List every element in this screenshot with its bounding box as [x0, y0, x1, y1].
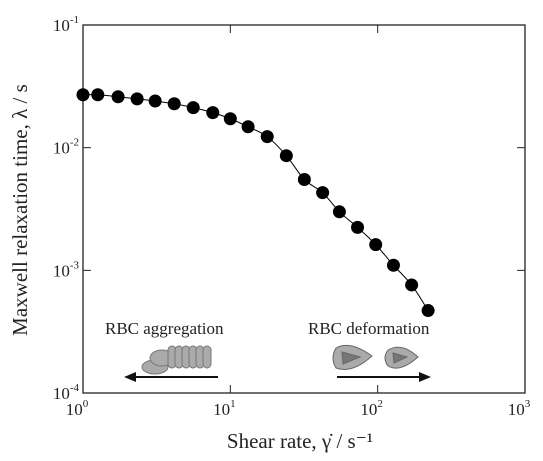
y-tick-label-base: 10 — [53, 139, 70, 158]
data-point — [260, 130, 274, 144]
deformation-icon — [332, 344, 419, 370]
data-point — [148, 94, 162, 108]
y-tick-label: 10-4 — [53, 382, 80, 403]
y-tick-label-base: 10 — [53, 261, 70, 280]
y-tick-label-base: 10 — [53, 16, 70, 35]
data-point — [223, 112, 237, 126]
x-tick-label-base: 10 — [213, 400, 230, 419]
y-tick-label-exp: -2 — [70, 137, 79, 149]
x-tick-label: 100 — [66, 398, 89, 419]
data-point — [130, 92, 144, 106]
arrows — [124, 372, 431, 382]
data-point — [316, 186, 330, 200]
y-tick-label: 10-3 — [53, 259, 80, 280]
series-line — [82, 94, 429, 311]
x-tick-label-exp: 2 — [377, 398, 383, 410]
data-point — [369, 238, 383, 252]
x-tick-label-base: 10 — [360, 400, 377, 419]
y-tick-label-exp: -3 — [70, 259, 80, 271]
x-tick-label: 101 — [213, 398, 236, 419]
aggregation-icon — [141, 345, 212, 375]
data-point — [279, 149, 293, 163]
data-point — [405, 278, 419, 292]
data-point — [186, 101, 200, 115]
x-tick-label: 102 — [360, 398, 383, 419]
data-point — [76, 88, 90, 102]
data-point — [421, 304, 435, 318]
x-tick-label-exp: 0 — [83, 398, 89, 410]
data-point — [386, 258, 400, 272]
y-axis-title: Maxwell relaxation time, λ / s — [8, 84, 32, 336]
data-point — [351, 220, 365, 234]
x-tick-label-exp: 1 — [230, 398, 236, 410]
x-tick-label: 103 — [508, 398, 531, 419]
x-tick-label-exp: 3 — [525, 398, 531, 410]
y-tick-label: 10-1 — [53, 14, 79, 35]
data-point — [332, 205, 346, 219]
data-point — [167, 97, 181, 111]
annotation: RBC deformation — [308, 319, 430, 338]
y-tick-label-exp: -1 — [70, 14, 79, 26]
y-tick-label-base: 10 — [53, 384, 70, 403]
data-point — [297, 173, 311, 187]
x-axis-title: Shear rate, γ̇ / s⁻¹ — [227, 429, 373, 453]
data-point — [206, 106, 220, 120]
annotation: RBC aggregation — [105, 319, 224, 338]
data-point — [241, 120, 255, 134]
data-point — [111, 90, 125, 104]
y-tick-label: 10-2 — [53, 137, 79, 158]
x-tick-label-base: 10 — [508, 400, 525, 419]
x-tick-label-base: 10 — [66, 400, 83, 419]
plot-frame — [82, 24, 526, 394]
data-point — [91, 88, 105, 102]
y-tick-label-exp: -4 — [70, 382, 80, 394]
